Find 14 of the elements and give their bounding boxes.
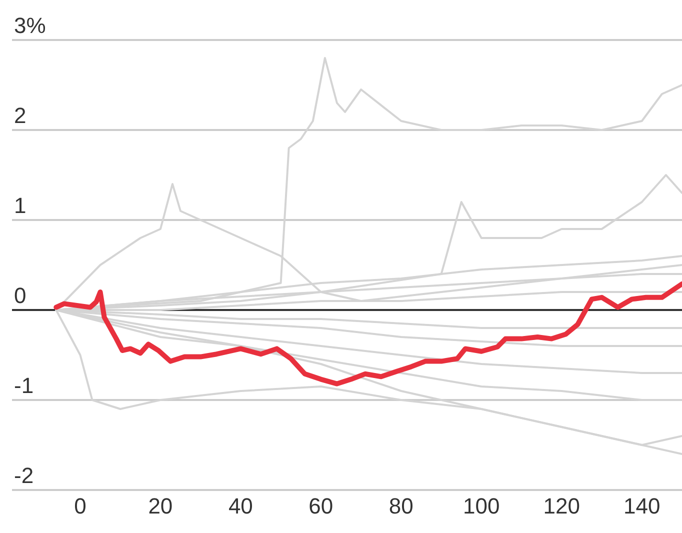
x-tick-label: 100 xyxy=(463,494,500,519)
y-tick-label: 1 xyxy=(14,193,26,218)
y-tick-label: 3% xyxy=(14,13,46,38)
x-tick-label: 60 xyxy=(308,494,334,519)
y-tick-label: 2 xyxy=(14,103,26,128)
x-tick-label: 120 xyxy=(543,494,580,519)
x-tick-label: 80 xyxy=(388,494,414,519)
y-tick-label: -1 xyxy=(14,373,34,398)
y-tick-label: -2 xyxy=(14,463,34,488)
x-tick-label: 0 xyxy=(74,494,86,519)
x-tick-label: 40 xyxy=(228,494,253,519)
x-tick-label: 140 xyxy=(624,494,660,519)
x-tick-label: 20 xyxy=(148,494,173,519)
y-tick-label: 0 xyxy=(14,283,26,308)
